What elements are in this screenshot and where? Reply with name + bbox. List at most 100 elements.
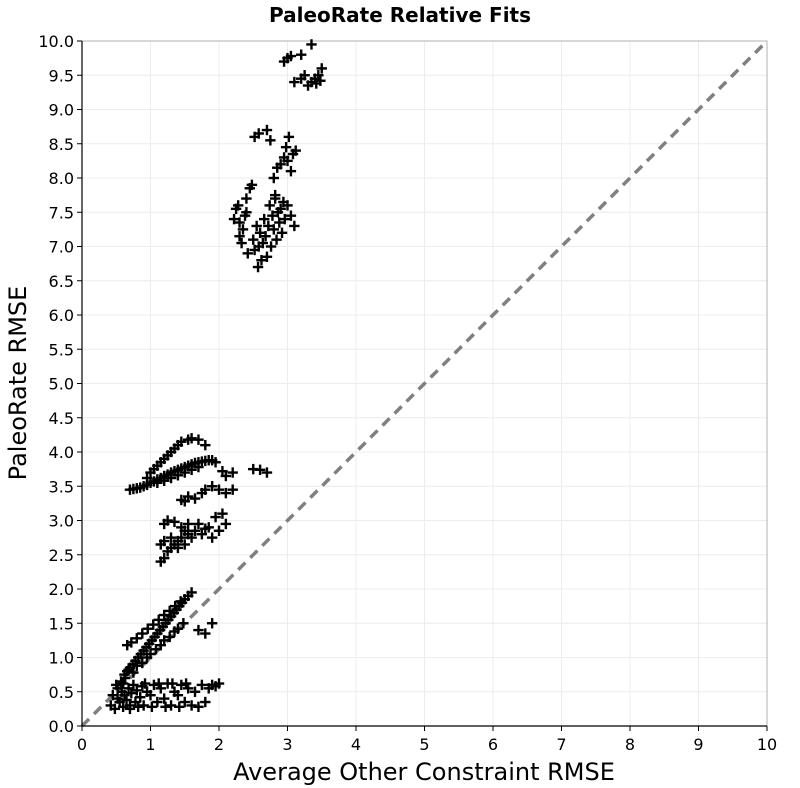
data-point <box>107 689 119 701</box>
data-point <box>252 261 264 273</box>
data-point <box>178 618 189 629</box>
data-point <box>175 596 186 607</box>
data-point <box>227 467 238 478</box>
y-tick-label: 0.0 <box>49 717 74 736</box>
data-point <box>290 145 301 156</box>
y-tick-label: 2.0 <box>49 580 74 599</box>
data-point <box>142 623 153 634</box>
data-point <box>121 694 132 706</box>
data-point <box>299 70 310 81</box>
data-point <box>169 600 181 612</box>
data-point <box>193 434 204 445</box>
data-point <box>264 200 275 211</box>
data-point <box>283 131 295 143</box>
data-point <box>119 669 130 680</box>
data-point <box>167 678 178 689</box>
data-point <box>186 433 197 444</box>
data-point <box>280 141 292 153</box>
data-point <box>164 631 175 643</box>
data-point <box>148 679 160 691</box>
data-point <box>200 696 211 708</box>
x-tick-label: 0 <box>77 735 87 754</box>
x-tick-label: 1 <box>145 735 155 754</box>
data-point <box>267 210 278 221</box>
x-tick-label: 10 <box>757 735 777 754</box>
data-point <box>179 539 190 550</box>
data-point <box>193 461 204 473</box>
y-tick-label: 8.5 <box>49 135 74 154</box>
data-point <box>217 508 228 519</box>
y-tick-label: 6.0 <box>49 306 74 325</box>
data-point <box>282 200 293 211</box>
data-point <box>263 220 274 232</box>
data-point <box>248 234 259 245</box>
data-point <box>109 703 121 715</box>
data-point <box>254 464 266 476</box>
data-point <box>282 155 293 167</box>
data-point <box>193 624 204 636</box>
x-tick-label: 9 <box>693 735 703 754</box>
data-point <box>259 213 270 225</box>
x-tick-label: 8 <box>625 735 635 754</box>
data-point <box>275 203 286 215</box>
data-point <box>165 532 177 543</box>
data-point <box>160 701 171 713</box>
data-point <box>253 128 264 139</box>
data-point <box>269 189 281 201</box>
data-point <box>153 614 164 626</box>
data-point <box>237 224 249 235</box>
y-tick-label: 7.5 <box>49 203 74 222</box>
data-point <box>234 231 245 242</box>
y-tick-label: 1.0 <box>49 649 74 668</box>
data-point <box>179 467 190 478</box>
x-axis-ticks: 0 1 2 3 4 5 6 7 8 9 10 <box>77 726 777 754</box>
data-point <box>169 516 180 528</box>
data-point <box>131 685 143 696</box>
data-point <box>285 50 297 62</box>
data-point <box>138 700 149 711</box>
data-point <box>124 703 136 715</box>
data-point <box>158 475 170 486</box>
data-point <box>246 179 258 191</box>
data-point <box>158 535 170 547</box>
data-point <box>227 484 238 495</box>
y-tick-label: 8.0 <box>49 169 74 188</box>
data-point <box>186 532 197 543</box>
x-tick-label: 4 <box>351 735 361 754</box>
data-point <box>210 457 221 468</box>
data-point <box>206 481 218 492</box>
data-point <box>232 200 244 211</box>
data-point <box>174 701 185 713</box>
y-tick-label: 6.5 <box>49 272 74 291</box>
y-axis-label: PaleoRate RMSE <box>4 286 32 481</box>
data-point <box>182 518 194 530</box>
x-tick-label: 2 <box>214 735 224 754</box>
data-point <box>196 529 208 540</box>
data-point <box>220 487 232 499</box>
data-point <box>164 605 175 617</box>
data-point <box>271 234 282 245</box>
data-point <box>145 689 156 701</box>
data-point <box>189 493 201 504</box>
data-point <box>289 220 300 232</box>
y-tick-label: 4.5 <box>49 409 74 428</box>
data-point <box>137 657 148 669</box>
data-point <box>153 678 164 689</box>
y-tick-label: 9.0 <box>49 101 74 120</box>
data-point <box>137 628 148 639</box>
data-point <box>131 660 143 671</box>
data-point <box>186 587 197 598</box>
data-point <box>234 217 245 228</box>
data-point <box>146 701 158 713</box>
data-point <box>158 552 170 564</box>
data-point <box>200 439 211 451</box>
x-tick-label: 5 <box>419 735 429 754</box>
data-point <box>265 135 276 146</box>
data-point <box>196 679 208 691</box>
data-point <box>228 213 240 225</box>
data-point <box>257 237 269 249</box>
data-point <box>285 210 297 221</box>
y-tick-label: 10.0 <box>38 32 74 51</box>
data-point <box>206 532 218 543</box>
y-tick-label: 5.0 <box>49 375 74 394</box>
